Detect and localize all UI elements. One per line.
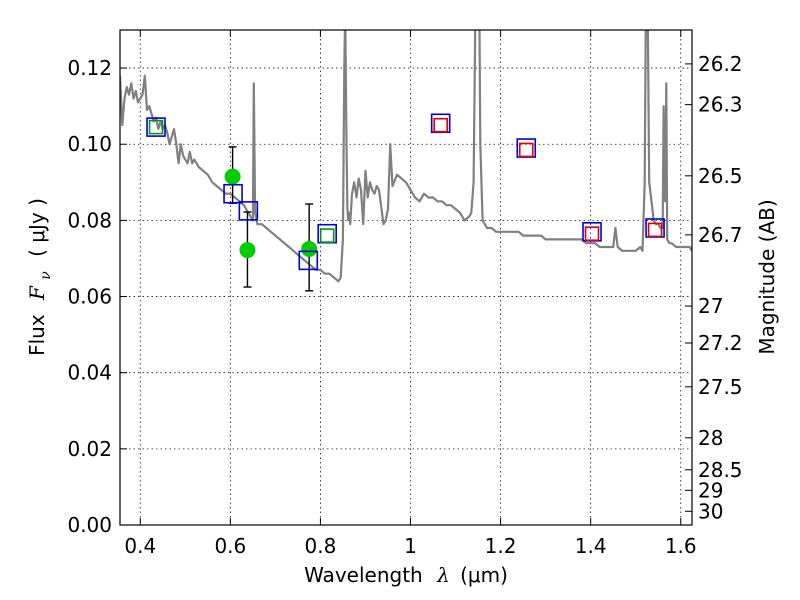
y-axis-label-subscript: ν [38,271,54,280]
y2-tick-label: 28.5 [698,458,743,482]
model-synthetic-photometry-point [146,117,166,137]
x-tick-label: 1.2 [485,534,517,558]
x-axis-label-symbol: λ [436,563,450,587]
observed-photometry-point [239,242,256,259]
x-tick-label: 0.4 [124,534,156,558]
y-tick-label: 0.04 [67,361,112,385]
observed-green-squares-point [319,228,335,243]
model-synthetic-photometry-point [223,183,243,204]
x-tick-label: 1 [404,534,417,558]
plot-frame [119,29,693,526]
x-tick-label: 1.4 [575,534,607,558]
y2-tick-label: 27.5 [698,375,743,399]
y2-tick-label: 27 [698,294,723,318]
model-synthetic-photometry-point [298,250,319,271]
observed-red-squares-point [584,226,600,242]
y-tick-label: 0.02 [67,437,112,461]
y-axis-label-unit: ( μJy ) [25,198,49,257]
y2-tick-label: 29 [698,478,723,502]
x-axis-label: Wavelength λ (μm) [304,563,508,587]
observed-red-squares-point [433,117,448,133]
observed-red-squares-point [647,222,663,238]
x-axis-label-text: Wavelength [304,563,423,587]
y-axis-label-symbol: F [25,285,49,301]
y2-tick-label: 26.3 [698,93,743,117]
y2-tick-label: 26.5 [698,164,743,188]
grid [120,30,692,526]
y-tick-label: 0.06 [67,285,112,309]
x-tick-label: 1.6 [665,534,697,558]
y2-tick-label: 26.2 [698,52,743,76]
plot-area [120,30,692,292]
x-tick-label: 0.6 [214,534,246,558]
y2-tick-label: 30 [698,499,723,523]
y2-tick-label: 28 [698,426,723,450]
observed-photometry-point [224,168,241,185]
y-tick-label: 0.10 [67,132,112,156]
x-tick-label: 0.8 [305,534,337,558]
observed-photometry-point [301,240,318,257]
y-tick-label: 0.08 [67,208,112,232]
y2-axis-label: Magnitude (AB) [755,199,779,354]
observed-red-squares-point [518,142,534,158]
y-axis-label: Flux F ν ( μJy ) [25,198,55,356]
observed-green-squares-point [148,119,164,135]
y2-tick-label: 27.2 [698,331,743,355]
y-tick-label: 0.12 [67,56,112,80]
y-tick-label: 0.00 [67,513,112,537]
model-spectrum-line [120,30,692,283]
axis-ticks: 0.4 0.6 0.8 1 1.2 1.4 1.6 0.00 0.02 0.04 0.06 0.08 0… [67,30,743,558]
model-synthetic-photometry-point [238,201,259,221]
y-axis-label-prefix: Flux [25,314,49,356]
y2-tick-label: 26.7 [698,223,743,247]
x-axis-label-unit: (μm) [460,563,508,587]
